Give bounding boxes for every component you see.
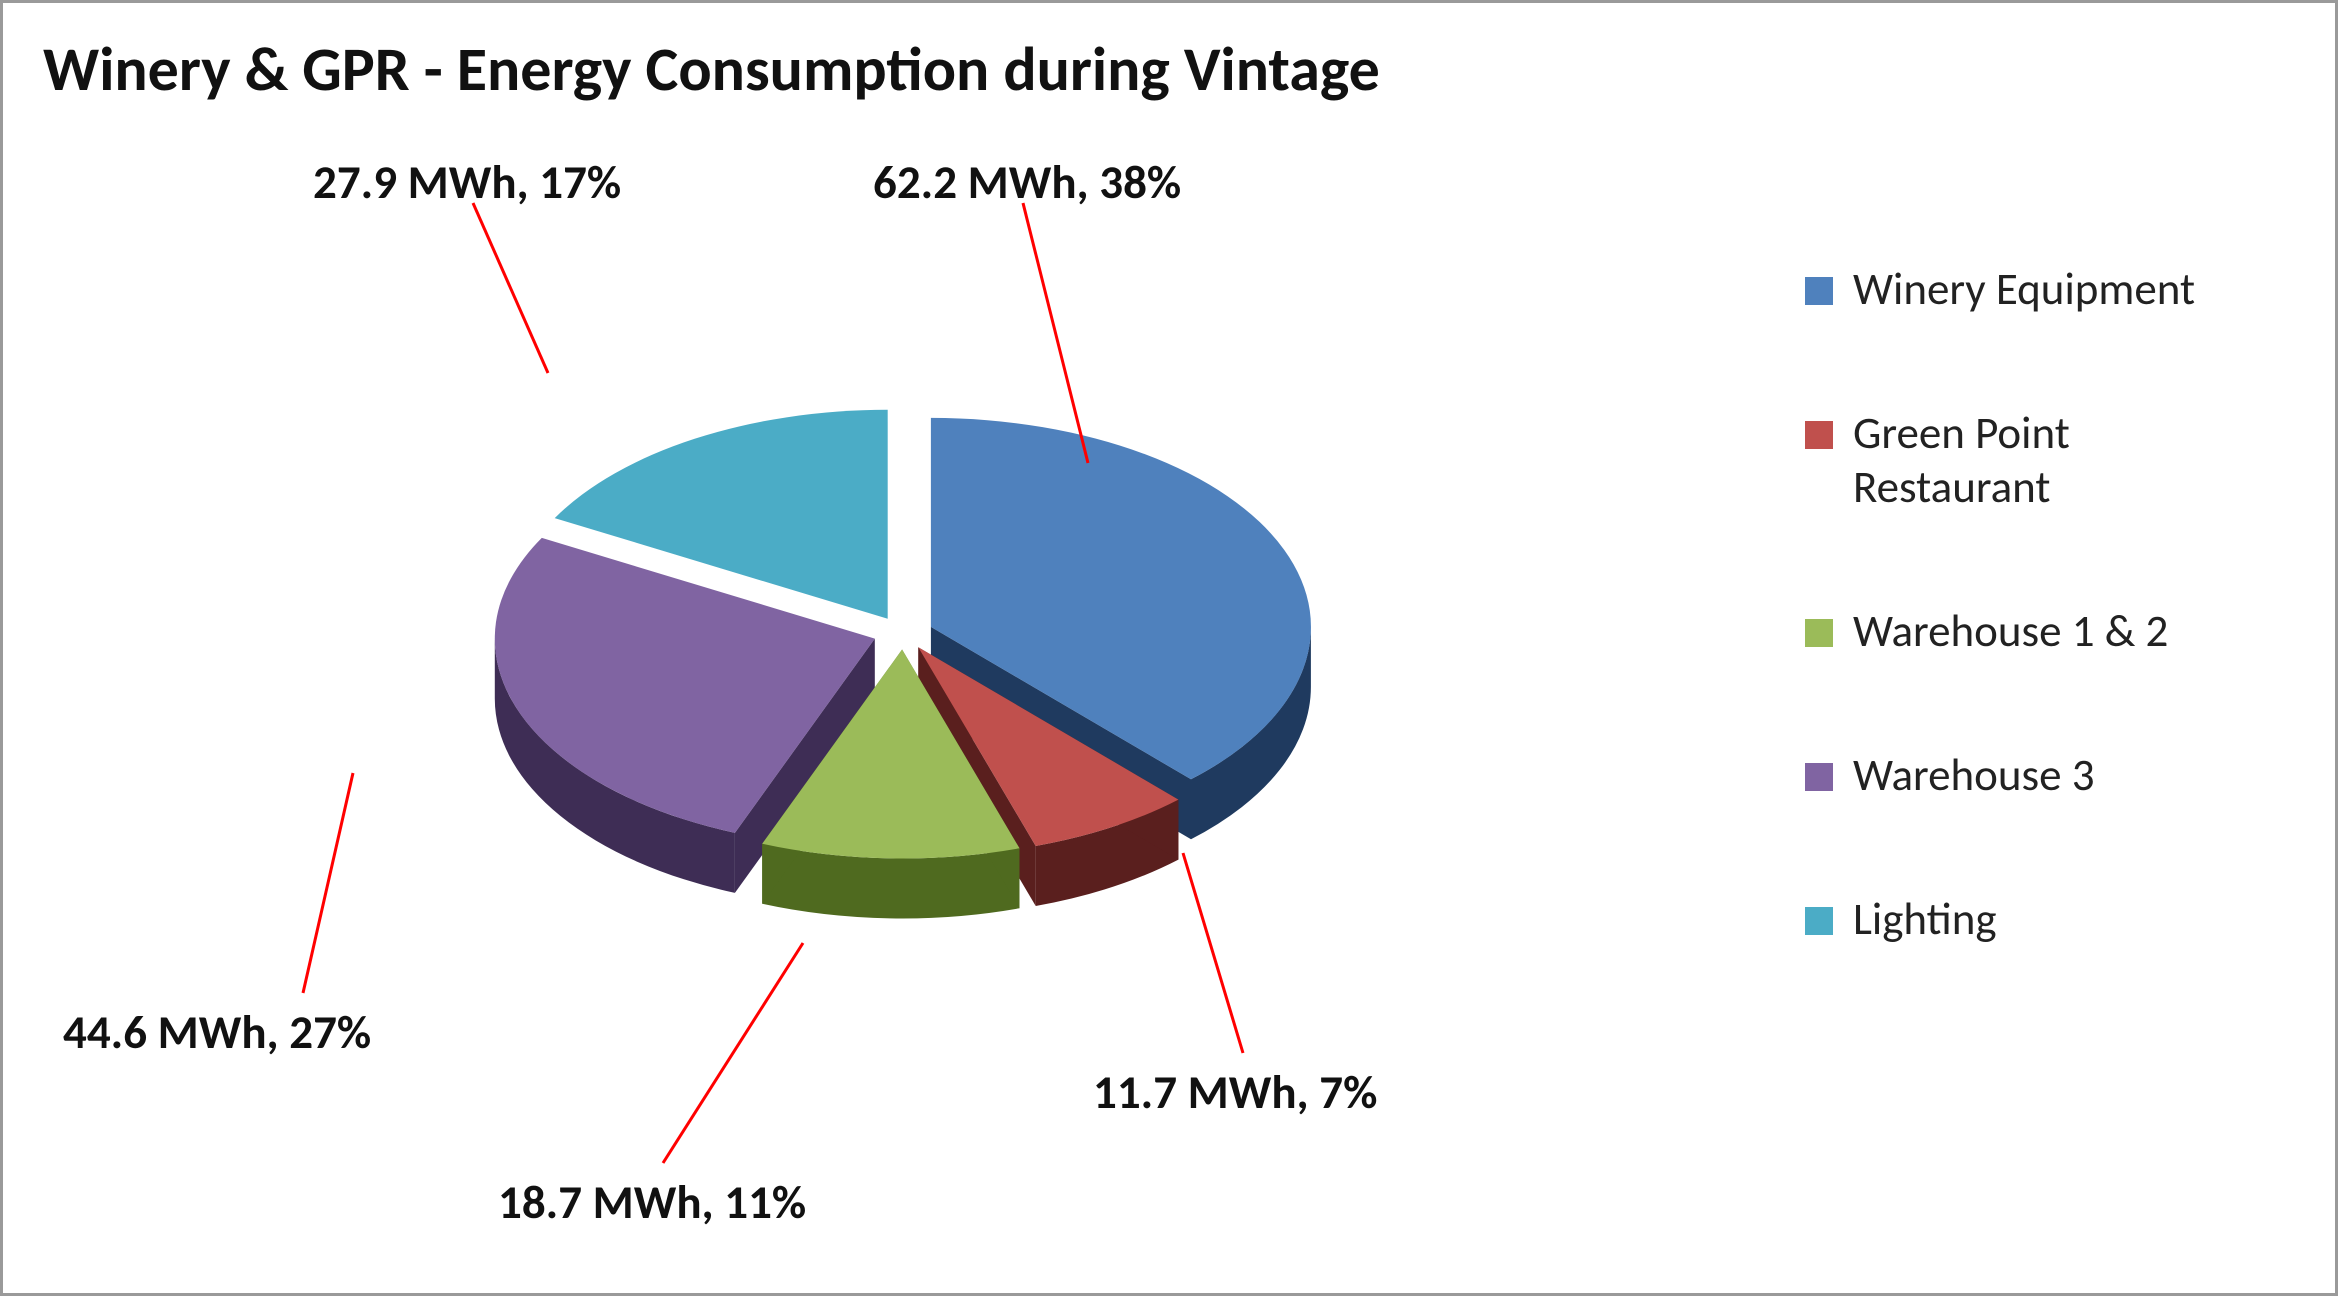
legend-label: Lighting xyxy=(1853,893,1997,947)
legend-item: Green Point Restaurant xyxy=(1805,407,2275,515)
data-label: 27.9 MWh, 17% xyxy=(313,153,621,211)
legend-swatch xyxy=(1805,421,1833,449)
chart-title: Winery & GPR - Energy Consumption during… xyxy=(43,31,1380,107)
legend-item: Warehouse 3 xyxy=(1805,749,2275,803)
leader-line xyxy=(1183,853,1243,1053)
chart-frame: Winery & GPR - Energy Consumption during… xyxy=(0,0,2338,1296)
leader-line xyxy=(303,773,353,993)
legend-item: Warehouse 1 & 2 xyxy=(1805,605,2275,659)
legend-item: Winery Equipment xyxy=(1805,263,2275,317)
legend-swatch xyxy=(1805,763,1833,791)
leader-line xyxy=(1023,203,1088,463)
legend-label: Winery Equipment xyxy=(1853,263,2195,317)
data-label: 62.2 MWh, 38% xyxy=(873,153,1181,211)
legend-swatch xyxy=(1805,619,1833,647)
data-label: 11.7 MWh, 7% xyxy=(1093,1063,1377,1121)
data-label: 44.6 MWh, 27% xyxy=(63,1003,371,1061)
legend: Winery Equipment Green Point Restaurant Wa… xyxy=(1805,263,2275,1037)
data-label: 18.7 MWh, 11% xyxy=(498,1173,806,1231)
leader-line xyxy=(663,943,803,1163)
legend-label: Warehouse 3 xyxy=(1853,749,2095,803)
legend-label: Warehouse 1 & 2 xyxy=(1853,605,2168,659)
pie-chart xyxy=(203,153,1703,1253)
legend-swatch xyxy=(1805,277,1833,305)
legend-label: Green Point Restaurant xyxy=(1853,407,2275,515)
legend-swatch xyxy=(1805,907,1833,935)
legend-item: Lighting xyxy=(1805,893,2275,947)
leader-line xyxy=(473,203,548,373)
